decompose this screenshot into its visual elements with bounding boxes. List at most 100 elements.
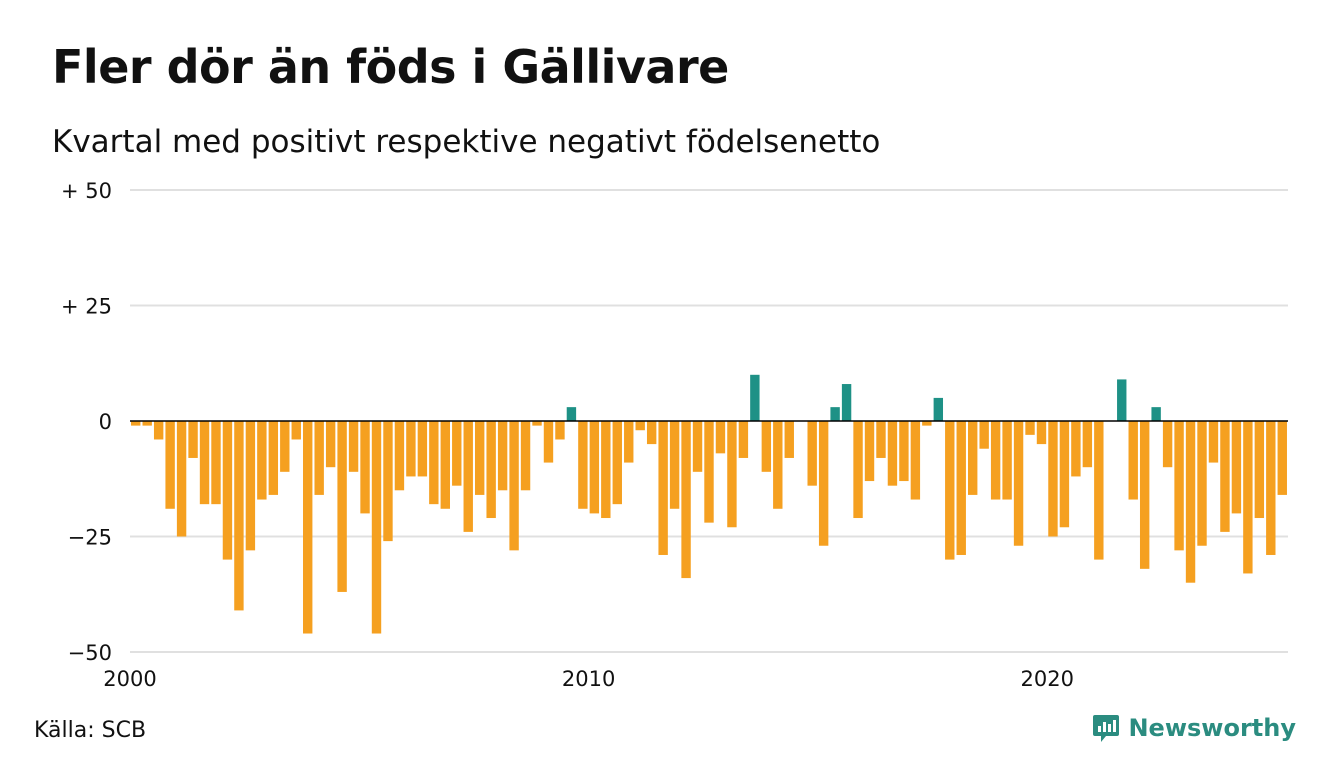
bar [830,407,840,421]
bar [1243,421,1253,574]
bar [578,421,588,509]
bar [979,421,989,449]
bar [968,421,978,495]
bar [1002,421,1012,500]
bar [131,421,141,426]
bar [486,421,496,519]
bar [624,421,634,463]
bar [1231,421,1242,514]
bar [452,421,462,486]
bar [646,421,657,445]
bar [474,421,485,495]
bar [899,421,909,482]
bar [394,421,405,491]
bar [1220,421,1230,532]
brand-name: Newsworthy [1128,714,1296,742]
bar [910,421,921,500]
bar [750,374,760,421]
bar [406,421,416,477]
bar [314,421,324,495]
bar [153,421,164,440]
bar [303,421,313,634]
bar [727,421,737,528]
bar [1208,421,1219,463]
bar [635,421,645,431]
bar [589,421,600,514]
y-tick-label: + 25 [61,295,112,319]
bar [188,421,198,458]
bar [1036,421,1047,445]
bar [990,421,1001,500]
bar [268,421,279,495]
bar [601,421,611,519]
bar [704,421,714,523]
bar [1185,421,1196,583]
x-tick-label: 2010 [562,667,615,691]
bar [1048,421,1058,537]
bar [371,421,382,634]
bar [566,407,577,421]
bar [1128,421,1138,500]
bar [1277,421,1287,495]
bar [784,421,794,458]
y-tick-label: 0 [99,410,112,434]
bar [864,421,875,482]
source-label: Källa: SCB [34,718,147,743]
bar [1071,421,1081,477]
bar [245,421,256,551]
bar [658,421,668,555]
bar [933,397,944,421]
bar [222,421,233,560]
bar [1139,421,1150,569]
bar [876,421,886,458]
bar [669,421,680,509]
bar [509,421,519,551]
bar [945,421,955,560]
bar [234,421,244,611]
bar [887,421,898,486]
chart-title: Fler dör än föds i Gällivare [52,40,729,94]
bar [692,421,703,472]
bar [761,421,772,472]
bar [532,421,542,426]
bar [1197,421,1207,546]
bar [463,421,473,532]
bar [165,421,175,509]
bar [807,421,817,486]
bar [1117,379,1127,421]
bar [348,421,359,472]
bar [1266,421,1276,555]
x-tick-label: 2000 [103,667,156,691]
bar [1174,421,1184,551]
bar [211,421,221,505]
bar [417,421,428,477]
bar [1162,421,1173,468]
bar [440,421,450,509]
bar [841,384,852,421]
bar [291,421,301,440]
newsworthy-logo-icon [1093,715,1120,742]
bar [176,421,187,537]
bar [325,421,336,468]
bar [681,421,691,579]
bar [853,421,863,519]
bar [429,421,439,505]
bar [257,421,267,500]
bar [520,421,531,491]
bar [280,421,290,472]
chart-subtitle: Kvartal med positivt respektive negativt… [52,124,881,160]
bar [1025,421,1035,435]
bar [1254,421,1265,519]
bar [383,421,393,542]
bar [922,421,932,426]
bar [773,421,783,509]
bar [1082,421,1093,468]
y-tick-label: −25 [68,526,112,550]
bar [199,421,210,505]
bar [543,421,554,463]
y-tick-label: + 50 [61,179,112,203]
bar [142,421,152,426]
bar [497,421,508,491]
bar [715,421,726,454]
